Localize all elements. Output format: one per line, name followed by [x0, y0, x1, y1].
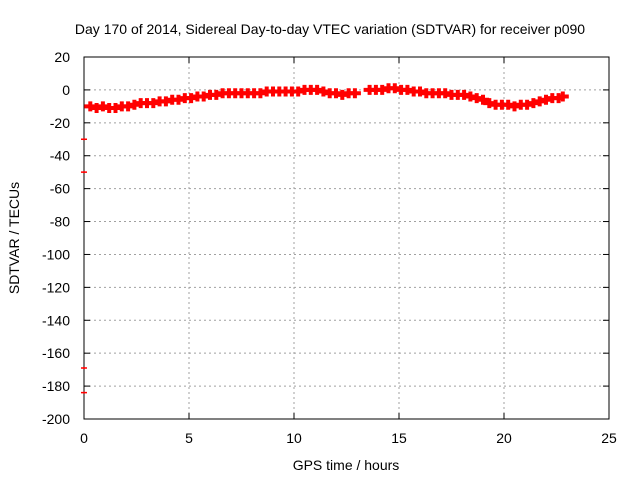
y-tick-label: -120 [42, 279, 70, 295]
y-tick-label: -140 [42, 312, 70, 328]
y-tick-label: -200 [42, 411, 70, 427]
y-tick-label: -80 [50, 214, 70, 230]
x-tick-label: 20 [496, 430, 512, 446]
x-tick-label: 25 [601, 430, 617, 446]
x-axis-label: GPS time / hours [293, 457, 400, 473]
y-tick-label: -160 [42, 345, 70, 361]
y-tick-label: -60 [50, 181, 70, 197]
series-SDTVAR [84, 83, 569, 114]
outlier-point [81, 366, 87, 369]
outlier-point [81, 138, 87, 141]
y-tick-label: 0 [62, 82, 70, 98]
y-tick-label: -180 [42, 378, 70, 394]
x-tick-label: 0 [80, 430, 88, 446]
grid-lines [84, 57, 609, 419]
outlier-point [81, 391, 87, 394]
y-axis-label: SDTVAR / TECUs [6, 182, 22, 294]
y-tick-label: -100 [42, 246, 70, 262]
outlier-point [81, 171, 87, 174]
y-tick-label: -20 [50, 115, 70, 131]
x-tick-label: 5 [185, 430, 193, 446]
axis-ticks: 0 5 10 15 20 25 20 0 -20 -40 -60 -80 -100 -120 -140 -16… [42, 49, 617, 446]
plot-frame [83, 56, 610, 420]
chart-title: Day 170 of 2014, Sidereal Day-to-day VTE… [75, 21, 585, 37]
series-outliers [81, 138, 87, 394]
y-tick-label: 20 [54, 49, 70, 65]
data-point [556, 91, 569, 102]
x-tick-label: 10 [286, 430, 302, 446]
x-tick-label: 15 [391, 430, 407, 446]
data-points [81, 83, 569, 394]
y-tick-label: -40 [50, 148, 70, 164]
data-point [348, 88, 361, 99]
data-point [477, 94, 489, 105]
